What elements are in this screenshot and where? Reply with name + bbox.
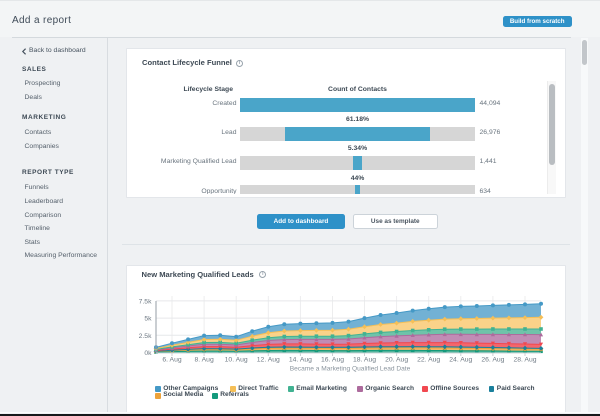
svg-text:5k: 5k (144, 316, 152, 323)
svg-text:18. Aug: 18. Aug (353, 357, 376, 364)
svg-text:28. Aug: 28. Aug (513, 357, 536, 364)
svg-text:0k: 0k (144, 350, 152, 357)
svg-text:6. Aug: 6. Aug (162, 357, 181, 364)
svg-text:26. Aug: 26. Aug (481, 357, 504, 364)
svg-text:2.5k: 2.5k (139, 333, 152, 340)
svg-text:12. Aug: 12. Aug (257, 357, 280, 364)
svg-text:Became a Marketing Qualified L: Became a Marketing Qualified Lead Date (290, 366, 411, 373)
svg-text:24. Aug: 24. Aug (449, 357, 472, 364)
svg-text:16. Aug: 16. Aug (321, 357, 344, 364)
svg-text:8. Aug: 8. Aug (194, 357, 213, 364)
svg-text:14. Aug: 14. Aug (289, 357, 312, 364)
svg-text:22. Aug: 22. Aug (417, 357, 440, 364)
svg-text:10. Aug: 10. Aug (225, 357, 248, 364)
svg-text:7.5k: 7.5k (139, 298, 152, 305)
svg-text:20. Aug: 20. Aug (385, 357, 408, 364)
